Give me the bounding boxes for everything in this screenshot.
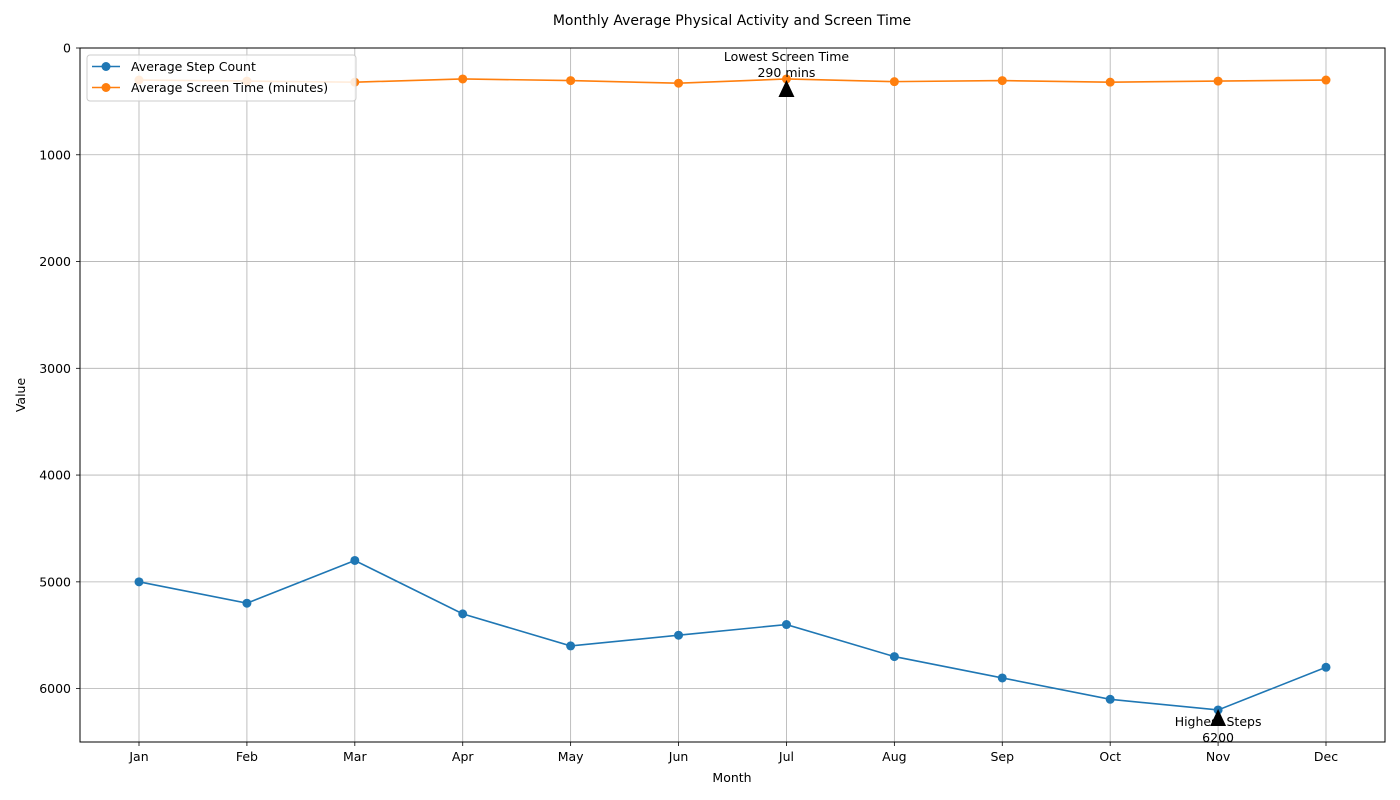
data-point-steps bbox=[674, 630, 684, 640]
data-point-screen-time bbox=[1213, 76, 1223, 86]
x-axis-label: Month bbox=[712, 770, 751, 785]
data-point-screen-time bbox=[458, 74, 468, 84]
y-tick-label: 4000 bbox=[39, 468, 71, 483]
series-line-steps bbox=[138, 559, 1327, 711]
x-tick-label: Sep bbox=[990, 749, 1014, 764]
data-point-steps bbox=[889, 652, 899, 662]
x-tick-label: Aug bbox=[882, 749, 906, 764]
y-tick-label: 3000 bbox=[39, 361, 71, 376]
y-axis-label: Value bbox=[13, 378, 28, 413]
annotation-value-lowest-screen-time: 290 mins bbox=[757, 65, 815, 80]
legend-marker-screen-time bbox=[101, 83, 111, 92]
x-tick-label: Apr bbox=[452, 749, 474, 764]
annotation-arrow-highest-steps bbox=[1210, 708, 1227, 726]
legend-label-screen-time: Average Screen Time (minutes) bbox=[131, 80, 328, 95]
data-point-screen-time bbox=[1321, 75, 1331, 85]
legend-marker-steps bbox=[101, 62, 111, 71]
x-tick-label: Dec bbox=[1314, 749, 1338, 764]
legend: Average Step Count Average Screen Time (… bbox=[86, 54, 357, 102]
data-point-steps bbox=[242, 598, 252, 608]
x-tick-label: Mar bbox=[343, 749, 367, 764]
data-point-steps bbox=[350, 555, 360, 565]
data-point-steps bbox=[997, 673, 1007, 683]
data-point-steps bbox=[566, 641, 576, 651]
data-point-steps bbox=[134, 577, 144, 587]
annotation-title-highest-steps: Highest Steps bbox=[1175, 714, 1262, 729]
x-tick-label: Jan bbox=[128, 749, 148, 764]
legend-box bbox=[86, 54, 357, 102]
data-point-screen-time bbox=[674, 78, 684, 88]
data-point-steps bbox=[458, 609, 468, 619]
x-tick-label: Jun bbox=[668, 749, 689, 764]
legend-label-steps: Average Step Count bbox=[131, 59, 256, 74]
annotation-arrow-lowest-screen-time bbox=[778, 79, 795, 97]
annotation-title-lowest-screen-time: Lowest Screen Time bbox=[724, 49, 850, 64]
y-tick-label: 1000 bbox=[39, 147, 71, 162]
x-tick-label: Nov bbox=[1206, 749, 1231, 764]
y-tick-label: 2000 bbox=[39, 254, 71, 269]
data-point-steps bbox=[1321, 662, 1331, 672]
data-point-screen-time bbox=[997, 76, 1007, 86]
x-axis-ticks: Jan Feb Mar Apr May Jun Jul Aug Sep Oct Nov Dec bbox=[128, 742, 1338, 764]
y-axis-ticks: 0 1000 2000 3000 4000 5000 6000 bbox=[39, 41, 80, 696]
data-point-steps bbox=[781, 620, 791, 630]
data-point-screen-time bbox=[566, 76, 576, 86]
y-tick-label: 6000 bbox=[39, 681, 71, 696]
x-tick-label: Jul bbox=[778, 749, 794, 764]
plot-frame bbox=[79, 47, 1386, 743]
annotation-value-highest-steps: 6200 bbox=[1202, 730, 1234, 745]
x-tick-label: Oct bbox=[1099, 749, 1121, 764]
data-point-screen-time bbox=[889, 77, 899, 87]
chart-title: Monthly Average Physical Activity and Sc… bbox=[553, 13, 911, 29]
y-tick-label: 5000 bbox=[39, 574, 71, 589]
x-tick-label: Feb bbox=[236, 749, 258, 764]
data-point-screen-time bbox=[1105, 77, 1115, 87]
y-tick-label: 0 bbox=[63, 41, 71, 56]
data-point-steps bbox=[1105, 694, 1115, 704]
data-point-screen-time bbox=[781, 74, 791, 84]
x-tick-label: May bbox=[558, 749, 584, 764]
